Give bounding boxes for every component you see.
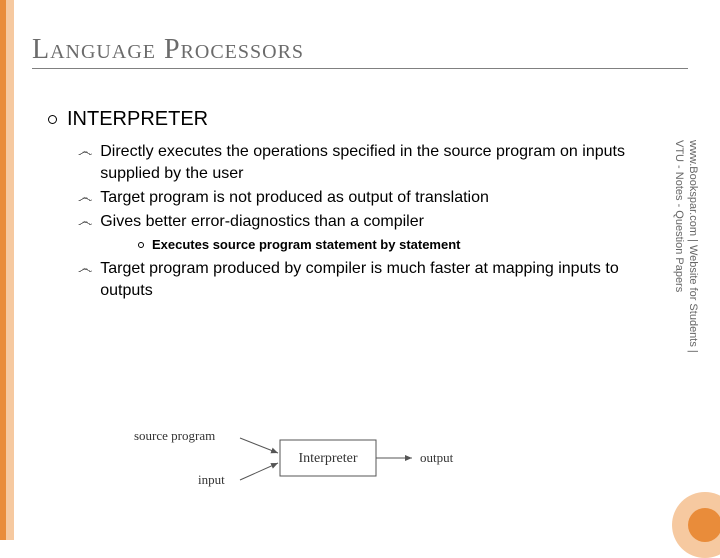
bullet-list: ෴ Directly executes the operations speci… <box>78 141 628 302</box>
side-line-2: VTU - Notes - Question Papers <box>673 140 685 292</box>
bullet-text: Gives better error-diagnostics than a co… <box>100 211 424 233</box>
diagram-label-source: source program <box>134 428 215 443</box>
curly-bullet-icon: ෴ <box>78 187 92 209</box>
curly-bullet-icon: ෴ <box>78 258 92 280</box>
section-heading-row: INTERPRETER <box>48 108 628 131</box>
side-watermark: www.Bookspar.com | Website for Students … <box>672 140 700 353</box>
diagram-label-output: output <box>420 450 454 465</box>
slide-title-block: Language Processors <box>32 34 304 66</box>
bullet-text: Directly executes the operations specifi… <box>100 141 628 185</box>
list-item: ෴ Target program is not produced as outp… <box>78 187 628 209</box>
bullet-text: Target program produced by compiler is m… <box>100 258 628 302</box>
side-line-1: www.Bookspar.com | Website for Students … <box>687 140 699 353</box>
list-item: ෴ Gives better error-diagnostics than a … <box>78 211 628 233</box>
bullet-text: Target program is not produced as output… <box>100 187 489 209</box>
list-item: Executes source program statement by sta… <box>138 237 628 252</box>
sub-bullet-text: Executes source program statement by sta… <box>152 237 461 252</box>
ring-bullet-sm-icon <box>138 242 144 248</box>
arrow-source <box>240 438 278 453</box>
curly-bullet-icon: ෴ <box>78 141 92 163</box>
arrow-input <box>240 463 278 480</box>
diagram-label-input: input <box>198 472 225 487</box>
section-heading: INTERPRETER <box>67 108 208 131</box>
content-area: INTERPRETER ෴ Directly executes the oper… <box>48 108 628 304</box>
sub-bullet-list: Executes source program statement by sta… <box>138 237 628 252</box>
left-border-inner <box>0 0 6 540</box>
interpreter-box-label: Interpreter <box>298 451 357 466</box>
curly-bullet-icon: ෴ <box>78 211 92 233</box>
corner-circle-inner <box>688 508 720 542</box>
list-item: ෴ Target program produced by compiler is… <box>78 258 628 302</box>
interpreter-diagram: Interpreter source program input output <box>130 418 460 508</box>
ring-bullet-icon <box>48 115 57 124</box>
list-item: ෴ Directly executes the operations speci… <box>78 141 628 185</box>
slide-title: Language Processors <box>32 34 304 65</box>
title-underline <box>32 68 688 69</box>
